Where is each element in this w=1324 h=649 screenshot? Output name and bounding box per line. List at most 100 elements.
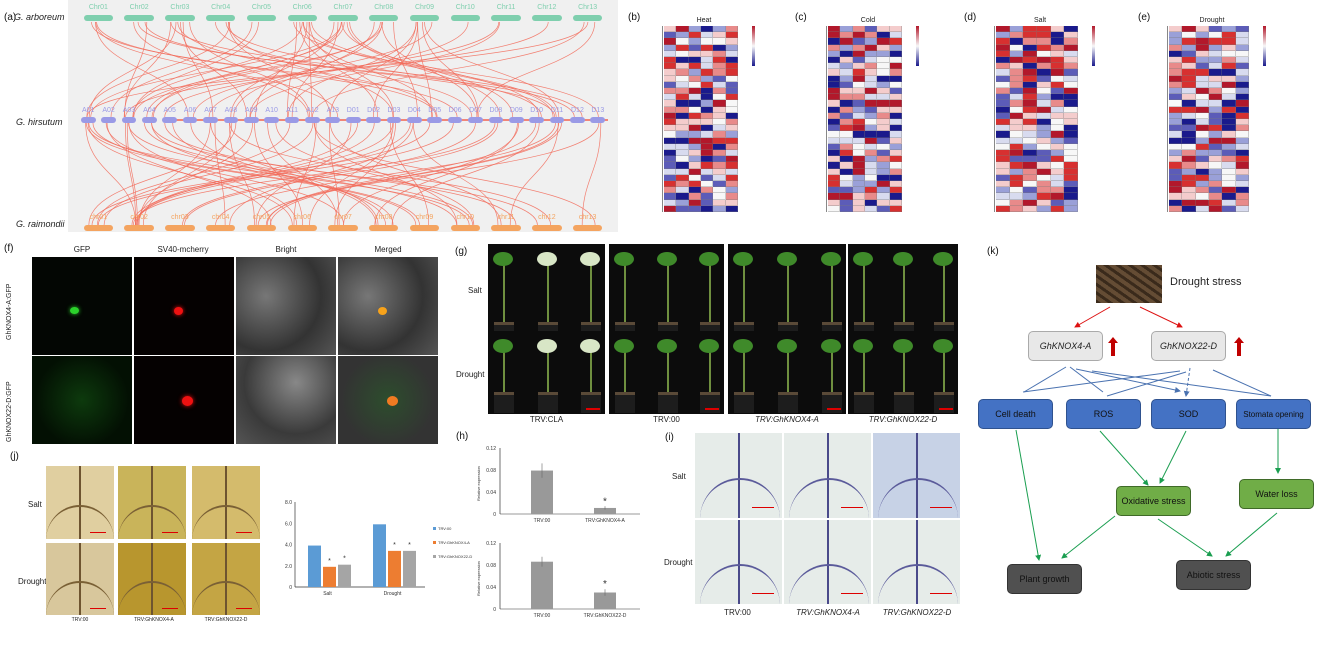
heatmap-cell	[877, 81, 890, 88]
plant-stem	[546, 346, 549, 394]
heatmap-cell	[840, 75, 853, 82]
species-raimondii: G. raimondii	[16, 219, 65, 229]
heatmap-cell	[676, 149, 689, 157]
heatmap-cell	[840, 131, 853, 138]
heatmap-cell	[1182, 187, 1196, 194]
heatmap-cell	[1064, 94, 1078, 101]
synteny-link	[266, 122, 537, 226]
synteny-link	[88, 122, 237, 226]
heatmap-cell	[1222, 87, 1236, 95]
heatmap-cell	[1195, 193, 1209, 200]
heatmap-cell	[700, 87, 714, 95]
heatmap-cell	[725, 125, 738, 132]
y-tick-label: 2.0	[285, 564, 292, 570]
hirsutum-chr-label: A12	[306, 107, 319, 114]
nbt-leaf-photo	[695, 433, 782, 518]
heatmap-cell	[1182, 100, 1196, 107]
bar	[338, 564, 351, 587]
heatmap-cell	[1208, 149, 1223, 157]
heatmap-cell	[1009, 81, 1024, 88]
heatmap-cell	[852, 180, 865, 188]
heatmap-cell	[688, 112, 701, 119]
heatmap-cell	[1009, 50, 1024, 57]
raimondii-chr-label: chr02	[130, 214, 148, 221]
gene-knox4: GhKNOX4-A	[1028, 331, 1103, 361]
heatmap-cell	[889, 38, 902, 45]
heatmap-cell	[688, 125, 701, 132]
synteny-link	[229, 122, 414, 226]
heatmap-cell	[840, 87, 853, 95]
heatmap-cell	[1182, 94, 1196, 101]
synteny-link	[144, 21, 556, 118]
synteny-link	[95, 21, 189, 118]
heatmap-cell	[1222, 205, 1236, 212]
raimondii-chr-label: chr13	[578, 214, 597, 221]
heatmap-cell	[1222, 38, 1236, 45]
heatmap-cell	[996, 168, 1010, 175]
heatmap-cell	[828, 44, 841, 51]
heatmap-cell	[1208, 44, 1223, 51]
leaf-vein	[827, 433, 829, 518]
stress-label: Drought stress	[1170, 276, 1242, 288]
heatmap-cell	[1050, 149, 1065, 157]
hirsutum-chr	[468, 117, 483, 123]
raimondii-chr	[409, 225, 440, 231]
heatmap-cell	[1023, 32, 1037, 39]
heatmap-cell	[713, 174, 726, 181]
bar	[373, 524, 386, 587]
heatmap-cell	[1235, 162, 1249, 169]
synteny-link	[137, 122, 253, 226]
heatmap-cell	[996, 26, 1010, 33]
x-tick-label: TRV:00	[534, 613, 551, 619]
heatmap-cell	[1182, 112, 1196, 119]
leaf-vein	[79, 543, 81, 615]
arboreum-chr	[532, 15, 562, 21]
heatmap-cell	[664, 44, 677, 51]
synteny-link	[144, 122, 474, 226]
heatmap-cell	[1235, 87, 1249, 95]
heatmap-cell	[1235, 174, 1249, 181]
leaf-vein	[151, 543, 153, 615]
heatmap-cell	[889, 87, 902, 95]
heatmap-cell	[664, 199, 677, 206]
scale-bar	[162, 608, 178, 609]
heatmap-cell	[1195, 44, 1209, 51]
heatmap-cell	[664, 205, 677, 212]
heatmap-cell	[1222, 106, 1236, 113]
heatmap-cell	[725, 44, 738, 51]
heatmap-cell	[713, 69, 726, 76]
synteny-link	[182, 21, 214, 118]
plant-leaf	[853, 339, 873, 353]
heatmap-cell	[1064, 168, 1078, 175]
scale-bar	[827, 408, 841, 410]
heatmap-cell	[852, 199, 865, 206]
heatmap-cell	[877, 131, 890, 138]
heatmap-cell	[664, 112, 677, 119]
heatmap-cell	[864, 69, 878, 76]
heatmap-cell	[700, 137, 714, 144]
heatmap-cell	[725, 199, 738, 206]
heatmap-cell	[664, 180, 677, 188]
y-tick-label: 0.04	[486, 585, 496, 591]
leaf-vein	[46, 505, 114, 539]
y-tick-label: 0.12	[486, 446, 496, 452]
heatmap-cell	[713, 187, 726, 194]
scale-bar	[586, 408, 600, 410]
heatmap-cell	[1222, 75, 1236, 82]
heatmap-cell	[828, 149, 841, 157]
heatmap-cell	[877, 180, 890, 188]
heatmap-cell	[1169, 100, 1183, 107]
hirsutum-chr	[570, 117, 585, 123]
row-drought: Drought	[456, 370, 485, 379]
heatmap-cell	[1037, 180, 1051, 188]
heatmap-cell	[1064, 44, 1078, 51]
heatmap-cell	[852, 174, 865, 181]
heatmap-cell	[1195, 56, 1209, 64]
heatmap-cell	[1050, 50, 1065, 57]
heatmap-cell	[828, 187, 841, 194]
hirsutum-chr	[121, 117, 137, 123]
heatmap-cell	[1050, 125, 1065, 132]
heatmap-cell	[676, 193, 689, 200]
plant-leaf	[893, 252, 913, 266]
dab-leaf-photo	[192, 466, 260, 539]
